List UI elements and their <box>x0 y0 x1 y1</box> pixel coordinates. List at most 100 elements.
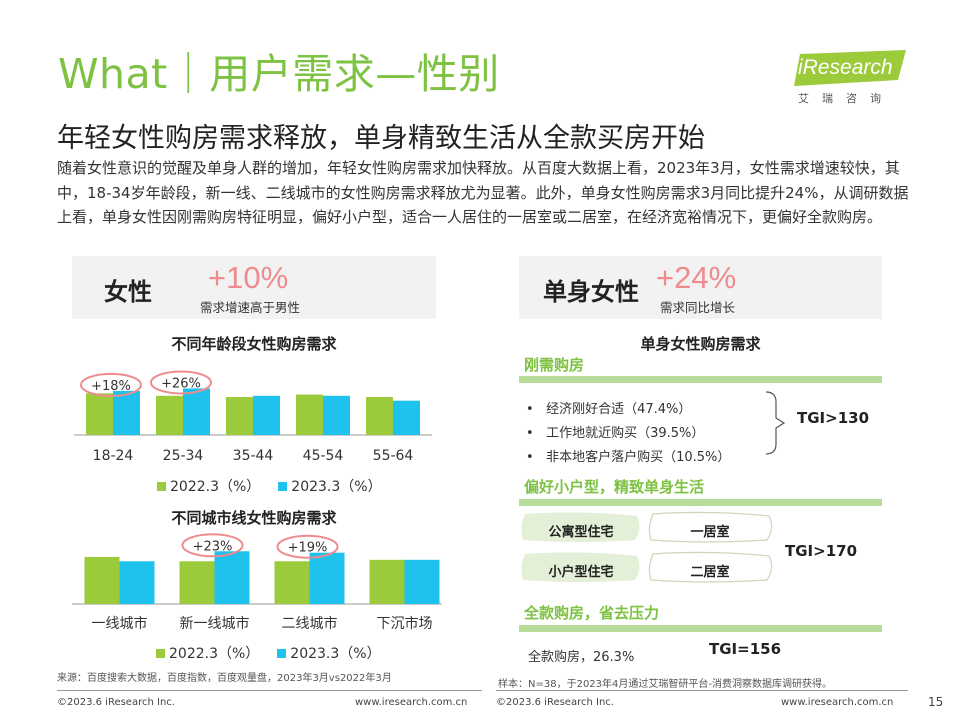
single-female-title: 单身女性购房需求 <box>640 335 761 353</box>
city-chart-title: 不同城市线女性购房需求 <box>171 509 337 527</box>
footer-url-right: www.iresearch.com.cn <box>781 697 894 708</box>
bar-2022 <box>274 561 310 604</box>
bar-2023 <box>393 400 420 435</box>
tag-one-bedroom: 一居室 <box>690 524 730 540</box>
age-chart-legend: 2022.3（%） 2023.3（%） <box>157 476 382 496</box>
bullet-item: • 工作地就近购买（39.5%） <box>526 426 705 441</box>
city-chart-legend: 2022.3（%） 2023.3（%） <box>156 643 381 663</box>
single-female-stat-value: +24% <box>656 260 737 295</box>
single-female-stat-note: 需求同比增长 <box>660 300 736 315</box>
bar-2022 <box>179 561 215 604</box>
tag-shapes <box>521 511 773 583</box>
iresearch-logo: iResearch 艾瑞咨询 <box>784 50 912 108</box>
bracket-icon <box>765 391 786 455</box>
bar-2023 <box>183 388 210 435</box>
bar-2022 <box>84 556 120 604</box>
bar-2023 <box>253 395 280 435</box>
bullet-text: 工作地就近购买（39.5%） <box>546 426 705 441</box>
section-heading-rigid-demand: 刚需购房 <box>524 356 585 374</box>
legend-swatch <box>278 481 288 491</box>
legend-label: 2022.3（%） <box>170 479 261 495</box>
tgi-small-unit: TGI>170 <box>785 542 858 560</box>
growth-annotation: +26% <box>161 376 201 391</box>
section-rule <box>519 499 882 506</box>
x-tick-label: 55-64 <box>373 448 414 464</box>
bar-2022 <box>369 559 405 604</box>
bullet-text: 非本地客户落户购买（10.5%） <box>546 450 731 465</box>
bar-2023 <box>404 559 440 604</box>
legend-item: 2022.3（%） <box>157 476 260 496</box>
bullet-item: • 非本地客户落户购买（10.5%） <box>526 450 731 465</box>
female-stat-note: 需求增速高于男性 <box>200 300 301 315</box>
tag-two-bedroom: 二居室 <box>690 564 730 580</box>
bar-2022 <box>366 397 393 435</box>
x-tick-label: 25-34 <box>163 448 204 464</box>
bar-2023 <box>214 551 250 604</box>
x-tick-label: 新一线城市 <box>180 615 250 632</box>
footer-divider-left <box>57 690 482 691</box>
x-tick-label: 下沉市场 <box>377 615 433 632</box>
page-number: 15 <box>928 695 944 709</box>
intro-paragraph: 随着女性意识的觉醒及单身人群的增加，年轻女性购房需求加快释放。从百度大数据上看，… <box>57 159 909 226</box>
highlight-circle <box>181 533 244 558</box>
legend-label: 2023.3（%） <box>290 646 381 662</box>
footer-copyright-left: ©2023.6 iResearch Inc. <box>57 697 175 708</box>
growth-annotation: +19% <box>288 541 328 556</box>
single-female-stat-box <box>519 256 882 319</box>
age-chart-title: 不同年龄段女性购房需求 <box>171 335 337 353</box>
section-heading-small-unit: 偏好小户型，精致单身生活 <box>524 478 705 496</box>
tag-small-unit: 小户型住宅 <box>548 564 614 580</box>
legend-item: 2023.3（%） <box>278 476 382 496</box>
legend-label: 2023.3（%） <box>291 479 382 495</box>
bullet-text: 经济刚好合适（47.4%） <box>546 402 692 417</box>
full-payment-item: 全款购房，26.3% <box>528 650 635 665</box>
bar-2022 <box>296 394 323 435</box>
growth-annotation: +23% <box>193 539 233 554</box>
x-tick-label: 一线城市 <box>92 615 148 632</box>
footer-copyright-right: ©2023.6 iResearch Inc. <box>496 697 614 708</box>
female-stat-label: 女性 <box>104 278 152 306</box>
logo-text: iResearch <box>798 56 893 79</box>
logo-leaf-icon <box>794 50 906 86</box>
bar-2023 <box>323 395 350 435</box>
bar-2022 <box>156 395 183 435</box>
legend-swatch <box>157 481 166 491</box>
left-source-note: 来源：百度搜索大数据，百度指数，百度观量盘，2023年3月vs2022年3月 <box>57 673 392 684</box>
legend-label: 2022.3（%） <box>169 646 260 662</box>
x-tick-label: 18-24 <box>93 448 134 464</box>
tgi-rigid-demand: TGI>130 <box>797 409 870 427</box>
x-tick-label: 35-44 <box>233 448 274 464</box>
page-title: What｜用户需求—性别 <box>58 50 500 98</box>
section-heading-full-payment: 全款购房，省去压力 <box>524 604 660 622</box>
right-source-note: 样本：N=38，于2023年4月通过艾瑞智研平台-消费洞察数据库调研获得。 <box>498 679 833 690</box>
tag-apartment: 公寓型住宅 <box>548 524 614 540</box>
legend-swatch <box>277 648 287 658</box>
growth-annotation: +18% <box>91 379 131 394</box>
bullet-item: • 经济刚好合适（47.4%） <box>526 402 692 417</box>
bar-2023 <box>309 552 345 604</box>
section-rule <box>519 625 882 632</box>
bar-2022 <box>226 397 253 435</box>
footer-divider-right <box>496 690 908 691</box>
single-female-stat-label: 单身女性 <box>543 278 639 306</box>
legend-item: 2023.3（%） <box>277 643 381 663</box>
section-rule <box>519 376 882 383</box>
city-chart: 一线城市 新一线城市 +23% 二线城市 +19% 下沉市场 <box>72 533 442 632</box>
legend-item: 2022.3（%） <box>156 643 259 663</box>
legend-swatch <box>156 648 165 658</box>
age-chart: 18-24 +18% 25-34 +26% 35-44 45-54 55-64 <box>74 370 432 464</box>
bar-2022 <box>86 393 113 435</box>
highlight-circle <box>150 370 212 395</box>
logo-subtext: 艾瑞咨询 <box>798 92 894 105</box>
female-stat-box <box>72 256 436 319</box>
x-tick-label: 二线城市 <box>282 615 338 632</box>
bar-2023 <box>113 390 140 435</box>
highlight-circle <box>80 372 142 397</box>
female-stat-value: +10% <box>208 260 289 295</box>
bar-2023 <box>119 561 155 604</box>
page-subtitle: 年轻女性购房需求释放，单身精致生活从全款买房开始 <box>57 123 705 154</box>
footer-url-left: www.iresearch.com.cn <box>355 697 468 708</box>
tgi-full-payment: TGI=156 <box>709 640 782 658</box>
highlight-circle <box>276 534 339 559</box>
x-tick-label: 45-54 <box>303 448 344 464</box>
